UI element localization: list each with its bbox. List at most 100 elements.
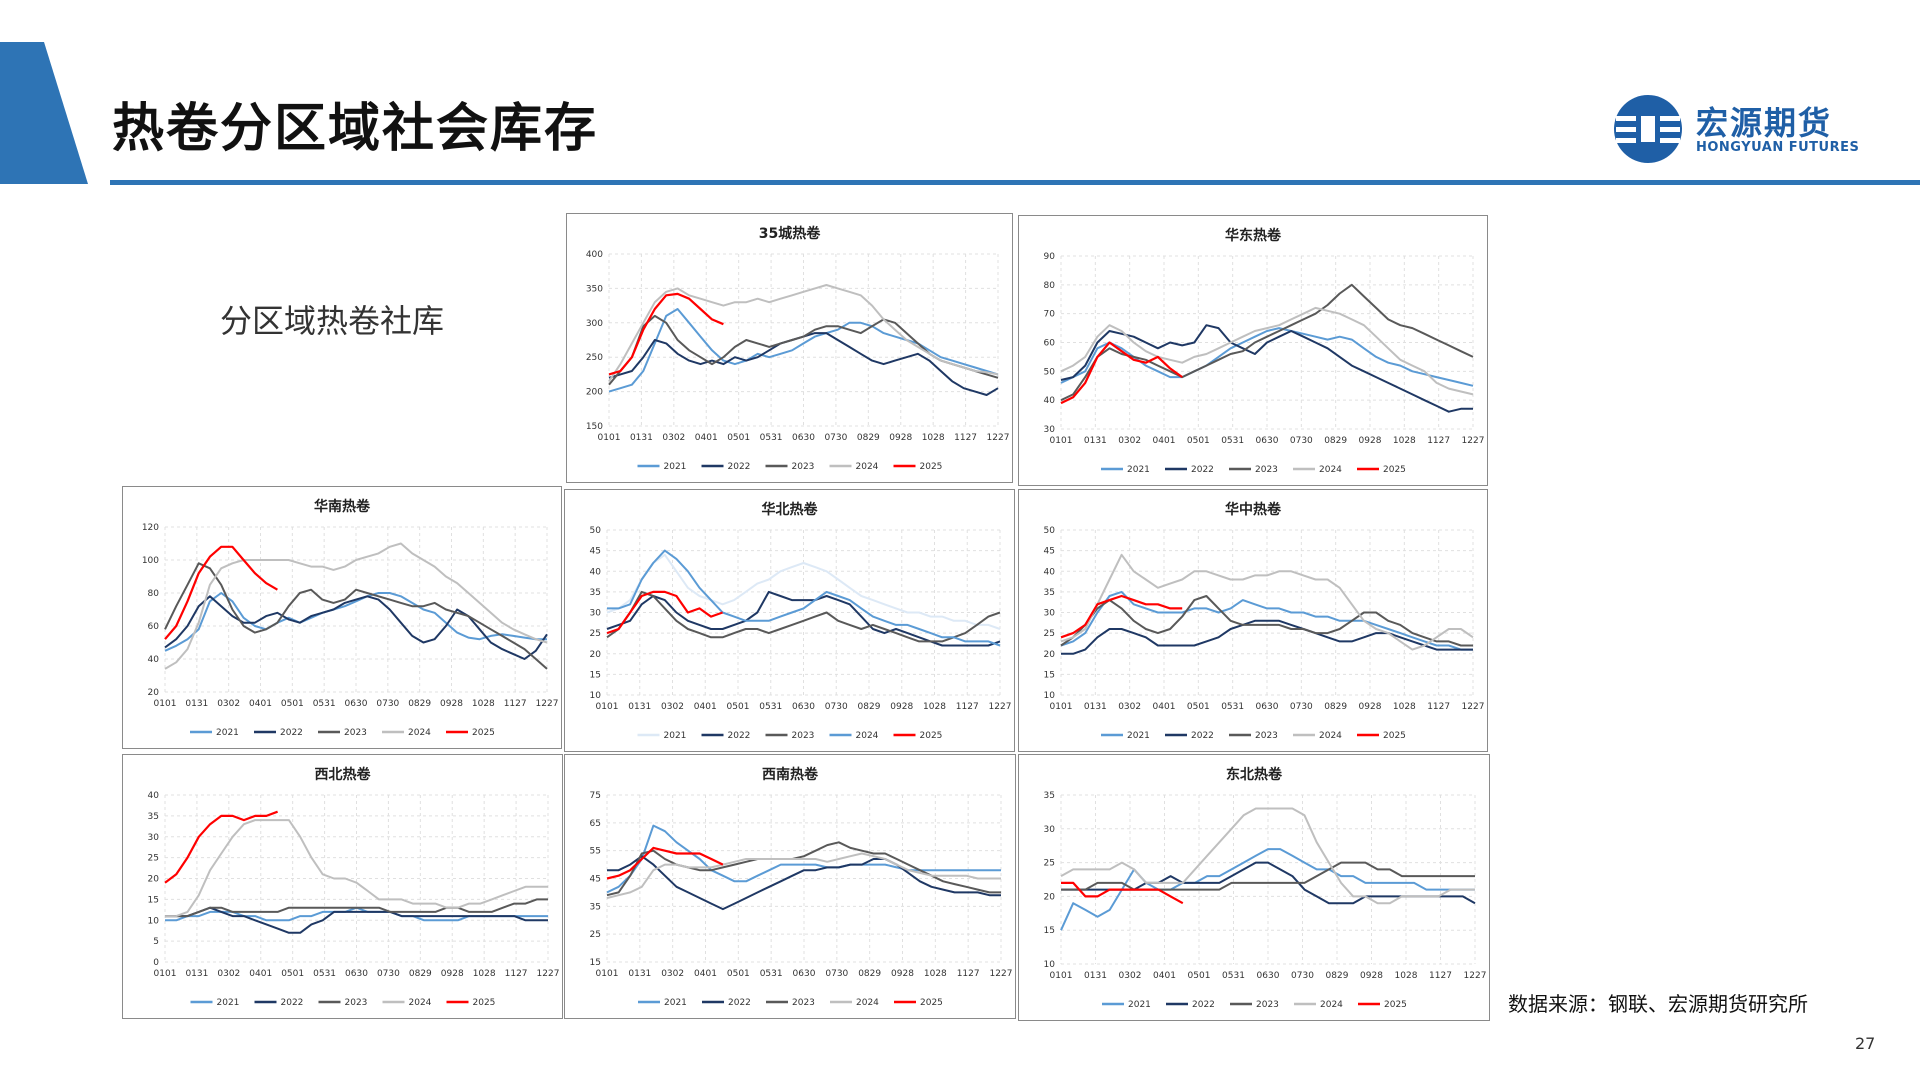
x-tick-label: 1028 xyxy=(473,969,496,979)
y-tick-label: 60 xyxy=(148,622,160,632)
y-tick-label: 200 xyxy=(586,388,603,398)
series-line-2025 xyxy=(608,292,724,376)
legend-label-2021: 2021 xyxy=(217,998,240,1008)
x-tick-label: 1227 xyxy=(990,969,1013,979)
y-tick-label: 75 xyxy=(590,791,601,801)
y-tick-label: 35 xyxy=(590,902,601,912)
legend-label-2022: 2022 xyxy=(728,462,751,472)
x-tick-label: 0630 xyxy=(792,433,815,443)
legend-label-2022: 2022 xyxy=(1192,1000,1215,1010)
legend-label-2022: 2022 xyxy=(1191,465,1214,475)
legend-label-2025: 2025 xyxy=(1383,731,1406,741)
legend-label-2022: 2022 xyxy=(728,731,751,741)
y-tick-label: 20 xyxy=(1044,892,1056,902)
legend-label-2024: 2024 xyxy=(856,462,879,472)
legend-label-2023: 2023 xyxy=(345,998,368,1008)
y-tick-label: 25 xyxy=(148,854,159,864)
series-line-2024 xyxy=(1060,807,1475,905)
y-tick-label: 30 xyxy=(590,609,602,619)
x-tick-label: 0630 xyxy=(793,969,816,979)
y-tick-label: 25 xyxy=(1044,859,1055,869)
header-divider xyxy=(110,180,1920,185)
x-tick-label: 0829 xyxy=(1324,702,1347,712)
chart-central-china: 华中热卷 0101 0131 0302 0401 0501 0531 0630 0730 0829… xyxy=(1044,501,1485,741)
chart-northwest: 西北热卷 0101 0131 0302 0401 0501 0531 0630 0730 0829… xyxy=(148,766,560,1008)
chart-east-china: 华东热卷 0101 0131 0302 0401 0501 0531 0630 0730 0829… xyxy=(1044,227,1485,475)
legend-label-2023: 2023 xyxy=(1256,1000,1279,1010)
x-tick-label: 0401 xyxy=(1153,971,1176,981)
legend-label-2024: 2024 xyxy=(856,998,879,1008)
legend-label-2024: 2024 xyxy=(1319,465,1342,475)
x-tick-label: 0531 xyxy=(313,699,336,709)
x-tick-label: 0302 xyxy=(217,699,240,709)
y-tick-label: 40 xyxy=(148,791,160,801)
y-tick-label: 25 xyxy=(590,629,601,639)
series-line-2024 xyxy=(164,542,548,670)
x-tick-label: 0131 xyxy=(1084,971,1107,981)
y-tick-label: 60 xyxy=(1044,339,1056,349)
x-tick-label: 0531 xyxy=(759,702,782,712)
series-line-2023 xyxy=(164,562,548,670)
y-tick-label: 100 xyxy=(142,556,159,566)
x-tick-label: 1127 xyxy=(1427,702,1450,712)
series-line-2025 xyxy=(1060,594,1183,639)
x-tick-label: 0730 xyxy=(825,969,848,979)
x-tick-label: 0730 xyxy=(1291,971,1314,981)
series-line-2023 xyxy=(606,590,1001,643)
series-line-2025 xyxy=(1061,881,1184,905)
legend-label-2025: 2025 xyxy=(473,998,496,1008)
page-number: 27 xyxy=(1855,1034,1876,1053)
series-line-2021 xyxy=(1060,327,1474,387)
x-tick-label: 0302 xyxy=(217,969,240,979)
series-line-2025 xyxy=(606,846,724,880)
chart-title: 35城热卷 xyxy=(759,225,821,242)
x-tick-label: 0730 xyxy=(825,702,848,712)
x-tick-label: 0531 xyxy=(760,433,783,443)
chart-southwest: 西南热卷 0101 0131 0302 0401 0501 0531 0630 0730 0829… xyxy=(590,766,1013,1008)
legend-label-2023: 2023 xyxy=(792,731,815,741)
section-subtitle: 分区域热卷社库 xyxy=(220,302,445,340)
legend-label-2023: 2023 xyxy=(792,998,815,1008)
series-line-2021 xyxy=(606,553,1001,630)
y-tick-label: 15 xyxy=(1044,670,1055,680)
series-line-2022 xyxy=(607,855,1001,911)
y-tick-label: 40 xyxy=(1044,396,1056,406)
x-tick-label: 0302 xyxy=(662,433,685,443)
legend-label-2025: 2025 xyxy=(1384,1000,1407,1010)
y-tick-label: 120 xyxy=(142,523,159,533)
y-tick-label: 25 xyxy=(590,930,601,940)
y-tick-label: 300 xyxy=(586,319,603,329)
x-tick-label: 0829 xyxy=(858,969,881,979)
legend-label-2021: 2021 xyxy=(664,998,687,1008)
legend-label-2024: 2024 xyxy=(409,998,432,1008)
chart-north-china: 华北热卷 0101 0131 0302 0401 0501 0531 0630 0730 0829… xyxy=(590,501,1012,741)
legend-label-2021: 2021 xyxy=(664,462,687,472)
x-tick-label: 1028 xyxy=(1393,702,1416,712)
x-tick-label: 0531 xyxy=(1221,436,1244,446)
x-tick-label: 0531 xyxy=(1222,971,1245,981)
y-tick-label: 30 xyxy=(148,833,160,843)
legend-label-2021: 2021 xyxy=(664,731,687,741)
y-tick-label: 45 xyxy=(590,875,601,885)
y-tick-label: 20 xyxy=(148,875,160,885)
x-tick-label: 0401 xyxy=(1153,702,1176,712)
x-tick-label: 1127 xyxy=(956,702,979,712)
y-tick-label: 20 xyxy=(590,650,602,660)
x-tick-label: 0101 xyxy=(154,969,177,979)
x-tick-label: 0829 xyxy=(408,699,431,709)
y-tick-label: 35 xyxy=(1044,588,1055,598)
y-tick-label: 10 xyxy=(590,691,602,701)
legend-label-2025: 2025 xyxy=(472,728,495,738)
x-tick-label: 0531 xyxy=(1221,702,1244,712)
y-tick-label: 65 xyxy=(590,819,601,829)
x-tick-label: 0630 xyxy=(792,702,815,712)
legend-label-2024: 2024 xyxy=(1320,1000,1343,1010)
chart-panel-northwest: 西北热卷 0101 0131 0302 0401 0501 0531 0630 0730 0829… xyxy=(122,754,563,1019)
logo-text-en: HONGYUAN FUTURES xyxy=(1696,140,1860,155)
x-tick-label: 0630 xyxy=(1257,971,1280,981)
legend-label-2021: 2021 xyxy=(216,728,239,738)
x-tick-label: 0101 xyxy=(1050,702,1073,712)
x-tick-label: 1028 xyxy=(1393,436,1416,446)
y-tick-label: 40 xyxy=(590,567,602,577)
series-line-2021 xyxy=(608,308,999,393)
